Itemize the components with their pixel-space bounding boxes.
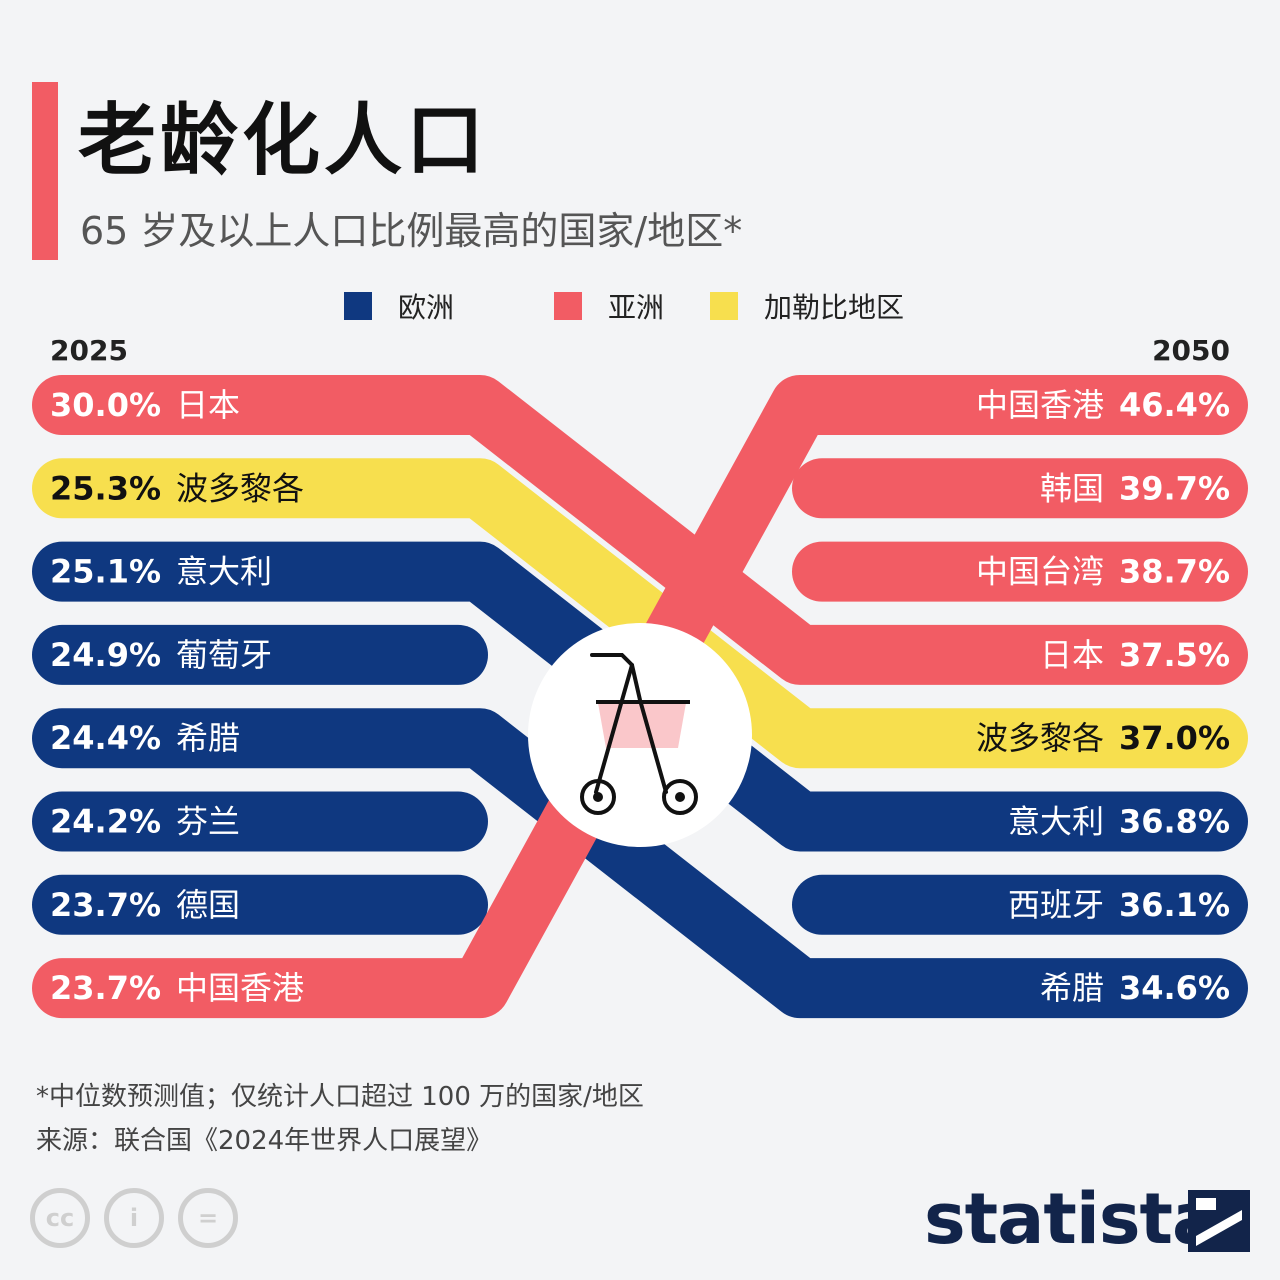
- legend-swatch-europe: [344, 292, 372, 320]
- license-icons: cc i =: [30, 1188, 252, 1248]
- walker-wheel-left: [580, 779, 616, 815]
- ribbon-希腊: [32, 708, 1248, 1019]
- right-value-label: 36.1%: [1119, 886, 1230, 924]
- right-year-label: 2050: [1152, 334, 1230, 367]
- left-value-label: 24.2%: [50, 803, 161, 841]
- legend-label: 加勒比地区: [764, 291, 905, 324]
- left-region-label: 日本: [176, 386, 240, 424]
- left-region-label: 意大利: [176, 553, 272, 591]
- legend-item-europe: 欧洲: [344, 286, 454, 326]
- statista-logo-icon: [1188, 1190, 1250, 1252]
- right-value-label: 36.8%: [1119, 803, 1230, 841]
- legend-swatch-asia: [554, 292, 582, 320]
- right-region-label: 韩国: [1040, 469, 1104, 507]
- right-region-label: 希腊: [1040, 969, 1104, 1007]
- right-value-label: 37.5%: [1119, 636, 1230, 674]
- source-note: 来源：联合国《2024年世界人口展望》: [36, 1126, 493, 1156]
- walker-hub-right: [675, 792, 685, 802]
- left-value-label: 23.7%: [50, 969, 161, 1007]
- left-region-label: 德国: [176, 886, 240, 924]
- walker-wheel-right: [662, 779, 698, 815]
- right-value-label: 46.4%: [1119, 386, 1230, 424]
- left-value-label: 30.0%: [50, 386, 161, 424]
- left-region-label: 芬兰: [176, 803, 240, 841]
- left-value-label: 23.7%: [50, 886, 161, 924]
- page-subtitle: 65 岁及以上人口比例最高的国家/地区*: [80, 209, 743, 253]
- left-value-label: 24.4%: [50, 719, 161, 757]
- legend-label: 亚洲: [608, 291, 665, 324]
- ribbon-波多黎各: [32, 458, 1248, 769]
- left-value-label: 24.9%: [50, 636, 161, 674]
- left-region-label: 波多黎各: [176, 469, 304, 507]
- right-region-label: 波多黎各: [976, 719, 1104, 757]
- brand-logo-text: statista: [924, 1178, 1219, 1260]
- right-region-label: 西班牙: [1008, 886, 1104, 924]
- legend: 欧洲 亚洲 加勒比地区: [0, 286, 1280, 326]
- no-derivatives-icon: =: [178, 1188, 238, 1248]
- cc-icon: cc: [30, 1188, 90, 1248]
- right-region-label: 日本: [1040, 636, 1104, 674]
- legend-item-asia: 亚洲: [554, 286, 664, 326]
- left-region-label: 希腊: [176, 719, 240, 757]
- walker-hub-left: [593, 792, 603, 802]
- right-region-label: 中国香港: [976, 386, 1104, 424]
- right-value-label: 37.0%: [1119, 719, 1230, 757]
- walker-icon-leg: [594, 663, 634, 794]
- ribbon-日本: [32, 375, 1248, 685]
- right-region-label: 中国台湾: [976, 553, 1104, 591]
- left-value-label: 25.1%: [50, 553, 161, 591]
- left-value-label: 25.3%: [50, 469, 161, 507]
- right-value-label: 34.6%: [1119, 969, 1230, 1007]
- left-region-label: 葡萄牙: [176, 636, 272, 674]
- page-title: 老龄化人口: [78, 96, 489, 186]
- legend-swatch-caribbean: [710, 292, 738, 320]
- legend-label: 欧洲: [398, 291, 455, 324]
- footnote: *中位数预测值；仅统计人口超过 100 万的国家/地区: [36, 1082, 644, 1112]
- right-value-label: 39.7%: [1119, 469, 1230, 507]
- legend-item-caribbean: 加勒比地区: [710, 286, 904, 326]
- right-region-label: 意大利: [1008, 803, 1104, 841]
- left-year-label: 2025: [50, 334, 128, 367]
- attribution-icon: i: [104, 1188, 164, 1248]
- left-region-label: 中国香港: [176, 969, 304, 1007]
- title-accent-bar: [32, 82, 58, 260]
- right-value-label: 38.7%: [1119, 553, 1230, 591]
